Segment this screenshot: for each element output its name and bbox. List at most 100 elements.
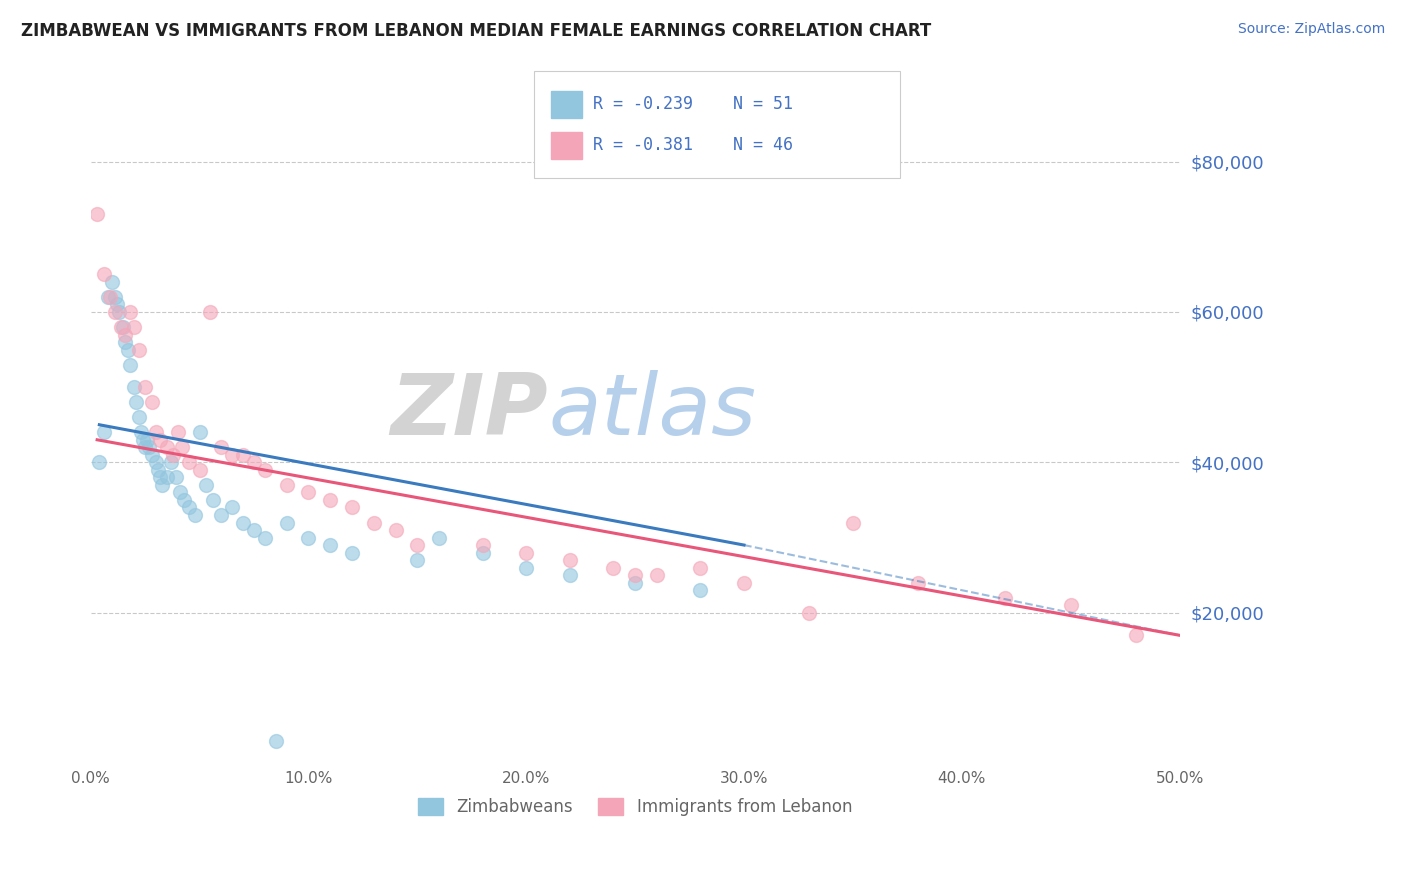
Point	[232, 448, 254, 462]
Point	[173, 492, 195, 507]
Point	[201, 492, 224, 507]
Point	[209, 508, 232, 522]
Point	[907, 575, 929, 590]
Point	[340, 500, 363, 515]
Point	[108, 305, 131, 319]
Point	[134, 440, 156, 454]
Point	[200, 305, 222, 319]
Text: ZIMBABWEAN VS IMMIGRANTS FROM LEBANON MEDIAN FEMALE EARNINGS CORRELATION CHART: ZIMBABWEAN VS IMMIGRANTS FROM LEBANON ME…	[21, 22, 931, 40]
Point	[363, 516, 385, 530]
Point	[114, 334, 136, 349]
Point	[136, 433, 159, 447]
Point	[184, 508, 207, 522]
Point	[994, 591, 1017, 605]
Point	[1060, 598, 1083, 612]
Point	[177, 500, 200, 515]
Point	[177, 455, 200, 469]
Point	[188, 463, 211, 477]
Point	[112, 320, 135, 334]
Point	[166, 425, 188, 440]
Point	[110, 320, 132, 334]
Point	[733, 575, 755, 590]
Text: ZIP: ZIP	[391, 369, 548, 453]
Point	[101, 275, 124, 289]
Point	[97, 290, 120, 304]
Point	[89, 455, 111, 469]
Point	[129, 425, 152, 440]
Point	[162, 448, 184, 462]
Point	[471, 545, 494, 559]
Point	[243, 523, 266, 537]
Point	[319, 538, 342, 552]
Point	[145, 425, 167, 440]
Point	[128, 410, 150, 425]
Point	[103, 290, 125, 304]
Point	[243, 455, 266, 469]
Text: Source: ZipAtlas.com: Source: ZipAtlas.com	[1237, 22, 1385, 37]
Point	[842, 516, 865, 530]
Point	[209, 440, 232, 454]
Point	[264, 733, 287, 747]
Point	[221, 500, 243, 515]
Text: R = -0.381    N = 46: R = -0.381 N = 46	[593, 136, 793, 154]
Point	[141, 395, 163, 409]
Point	[253, 531, 276, 545]
Point	[602, 560, 624, 574]
Point	[114, 327, 136, 342]
Point	[515, 545, 537, 559]
Point	[118, 305, 141, 319]
Point	[340, 545, 363, 559]
Point	[138, 440, 160, 454]
Point	[103, 305, 125, 319]
Point	[319, 492, 342, 507]
Point	[156, 470, 179, 484]
Point	[125, 395, 148, 409]
Point	[276, 516, 298, 530]
Point	[645, 568, 668, 582]
Point	[689, 583, 711, 598]
Point	[172, 440, 194, 454]
Point	[195, 478, 218, 492]
Point	[165, 470, 187, 484]
Text: atlas: atlas	[548, 369, 756, 453]
Point	[471, 538, 494, 552]
Point	[384, 523, 406, 537]
Point	[93, 268, 115, 282]
Point	[624, 568, 647, 582]
Point	[105, 297, 128, 311]
Point	[253, 463, 276, 477]
Point	[134, 380, 156, 394]
Point	[276, 478, 298, 492]
Point	[515, 560, 537, 574]
Point	[132, 433, 155, 447]
Point	[406, 538, 429, 552]
Point	[799, 606, 821, 620]
Point	[221, 448, 243, 462]
Point	[427, 531, 450, 545]
Point	[624, 575, 647, 590]
Point	[141, 448, 163, 462]
Point	[406, 553, 429, 567]
Point	[232, 516, 254, 530]
Point	[128, 343, 150, 357]
Point	[93, 425, 115, 440]
Point	[145, 455, 167, 469]
Point	[1125, 628, 1147, 642]
Point	[558, 568, 581, 582]
Point	[117, 343, 139, 357]
Legend: Zimbabweans, Immigrants from Lebanon: Zimbabweans, Immigrants from Lebanon	[412, 791, 859, 822]
Point	[558, 553, 581, 567]
Point	[122, 320, 145, 334]
Point	[149, 433, 172, 447]
Point	[146, 463, 169, 477]
Point	[149, 470, 172, 484]
Point	[86, 207, 108, 221]
Point	[98, 290, 121, 304]
Point	[152, 478, 174, 492]
Point	[160, 455, 183, 469]
Point	[297, 531, 319, 545]
Point	[156, 440, 179, 454]
Text: R = -0.239    N = 51: R = -0.239 N = 51	[593, 95, 793, 113]
Point	[122, 380, 145, 394]
Point	[118, 358, 141, 372]
